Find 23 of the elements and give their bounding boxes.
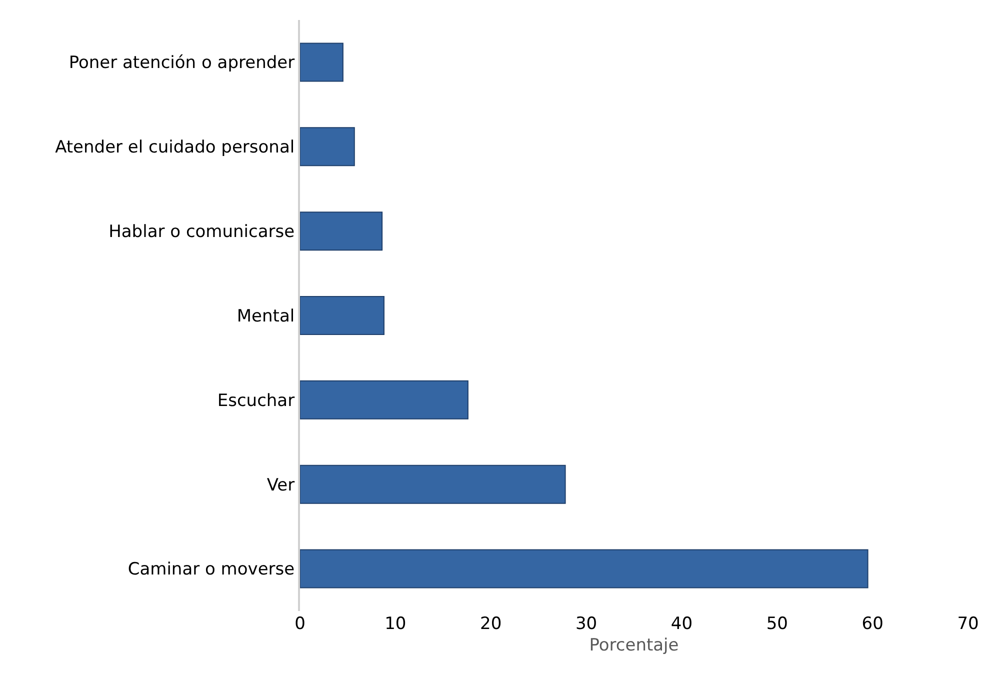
y-tick-label: Hablar o comunicarse — [108, 222, 295, 242]
bar — [300, 380, 468, 420]
x-axis-title: Porcentaje — [589, 635, 679, 656]
x-tick-label: 20 — [480, 614, 502, 634]
x-tick-label: 50 — [766, 614, 788, 634]
x-tick-label: 40 — [670, 614, 693, 634]
x-tick-label: 60 — [862, 614, 884, 634]
y-tick-label: Mental — [236, 306, 295, 326]
y-tick-label: Ver — [266, 475, 295, 496]
bar — [300, 464, 566, 504]
x-tick-label: 70 — [957, 614, 979, 634]
x-tick-label: 0 — [294, 614, 306, 634]
x-tick-label: 30 — [575, 614, 598, 634]
y-tick-label: Poner atención o aprender — [68, 53, 295, 74]
y-tick-label: Escuchar — [217, 390, 295, 411]
bar — [300, 42, 344, 82]
y-tick-label: Atender el cuidado personal — [55, 138, 295, 158]
x-tick-label: 10 — [384, 614, 406, 634]
bar — [300, 296, 384, 335]
bar — [300, 549, 868, 588]
y-tick-label: Caminar o moverse — [128, 560, 295, 580]
bar — [300, 212, 383, 251]
bar — [300, 127, 355, 166]
